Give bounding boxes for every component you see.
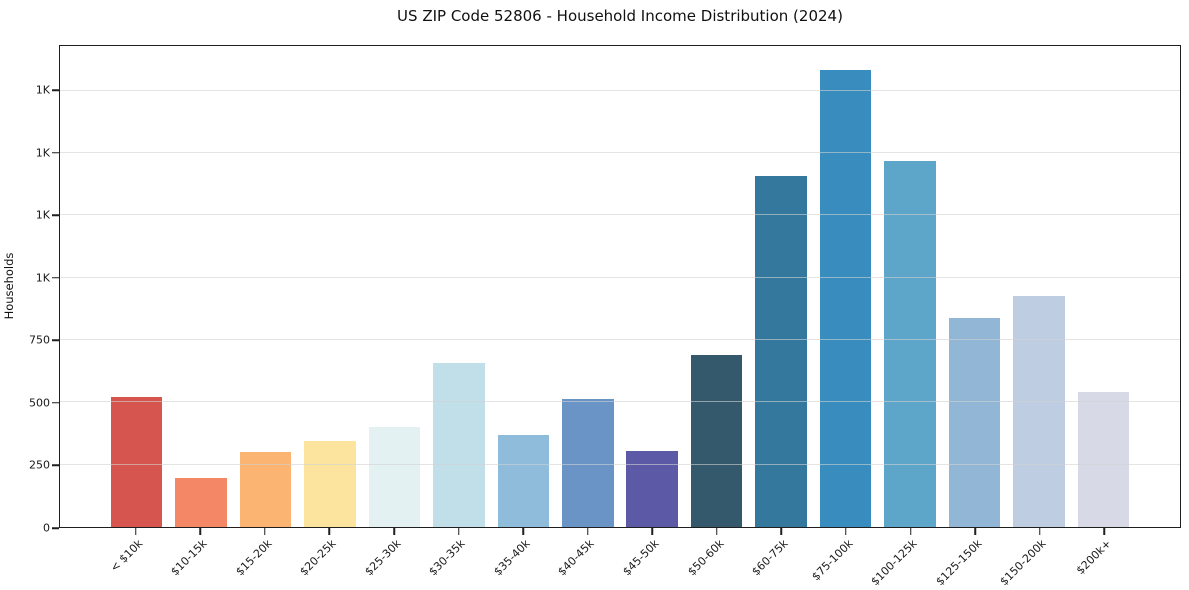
gridline [60, 339, 1180, 341]
bar [884, 160, 936, 527]
bar [755, 175, 807, 527]
bar [433, 362, 485, 527]
x-tick-label: $125-150k [933, 537, 985, 589]
x-tick-mark [393, 528, 395, 535]
x-tick-mark [135, 528, 137, 535]
bar [110, 397, 163, 527]
x-tick-label: < $10k [107, 537, 146, 575]
x-tick-label: $40-45k [555, 537, 597, 579]
x-tick-mark [909, 528, 912, 535]
bar [175, 478, 227, 527]
x-tick-label: $35-40k [491, 537, 533, 579]
plot-area [59, 45, 1181, 528]
y-tick-label: 750 [29, 333, 50, 347]
y-tick-label: 1K [35, 208, 50, 222]
y-tick-mark [52, 89, 59, 91]
x-tick-label: $20-25k [297, 537, 339, 579]
gridline [60, 276, 1180, 278]
x-tick-mark [586, 528, 589, 535]
bar [304, 441, 356, 527]
y-tick-label: 500 [29, 396, 50, 410]
bar [626, 451, 678, 527]
x-tick-label: $100-125k [868, 537, 920, 589]
gridline [60, 152, 1180, 154]
bar [1013, 296, 1065, 527]
y-tick-label: 250 [29, 458, 50, 472]
x-tick-label: $25-30k [361, 537, 404, 579]
x-tick-mark [845, 528, 847, 535]
gridlines [60, 46, 1180, 527]
gridline [60, 89, 1180, 91]
bar [819, 69, 872, 527]
bar [368, 427, 421, 527]
x-tick-mark [1038, 528, 1041, 535]
y-tick-mark [52, 214, 59, 216]
x-tick-mark [1103, 528, 1105, 535]
bars-container [60, 46, 1180, 527]
x-tick-label: $200k+ [1073, 537, 1114, 578]
x-tick-mark [328, 528, 331, 535]
y-tick-label: 1K [35, 271, 50, 285]
y-tick-mark [52, 276, 59, 279]
y-tick-mark [52, 527, 59, 529]
x-tick-mark [522, 528, 524, 535]
gridline [60, 463, 1180, 465]
bar [497, 434, 550, 527]
y-tick-mark [52, 339, 59, 342]
y-tick-label: 0 [43, 521, 50, 535]
x-axis-tick-labels: < $10k $10-15k $15-20k $20-25k $25-30k $30-35… [59, 537, 1181, 590]
x-tick-mark [780, 528, 783, 535]
bar [948, 317, 1001, 527]
gridline [60, 214, 1180, 216]
x-tick-label: $45-50k [620, 537, 662, 579]
x-tick-label: $60-75k [749, 537, 791, 579]
x-tick-mark [716, 528, 718, 535]
x-tick-label: $75-100k [808, 537, 856, 584]
bar [690, 355, 743, 527]
x-tick-mark [199, 528, 202, 535]
y-tick-mark [52, 464, 59, 467]
y-tick-label: 1K [35, 83, 50, 97]
gridline [60, 401, 1180, 403]
y-tick-mark [52, 151, 59, 154]
x-tick-label: $150-200k [997, 537, 1049, 589]
x-tick-mark [974, 528, 976, 535]
x-tick-mark [651, 528, 654, 535]
x-tick-label: $15-20k [232, 537, 275, 579]
y-tick-mark [52, 402, 59, 404]
y-tick-label: 1K [35, 146, 50, 160]
x-tick-label: $50-60k [684, 537, 727, 579]
x-tick-mark [264, 528, 266, 535]
chart-title: US ZIP Code 52806 - Household Income Dis… [397, 7, 843, 25]
y-axis-tick-labels: 0 250 500 750 1K 1K 1K 1K [0, 45, 50, 535]
bar [1077, 392, 1130, 527]
x-tick-label: $30-35k [426, 537, 468, 579]
bar [562, 398, 614, 527]
x-tick-mark [457, 528, 460, 535]
x-tick-label: $10-15k [168, 537, 210, 579]
